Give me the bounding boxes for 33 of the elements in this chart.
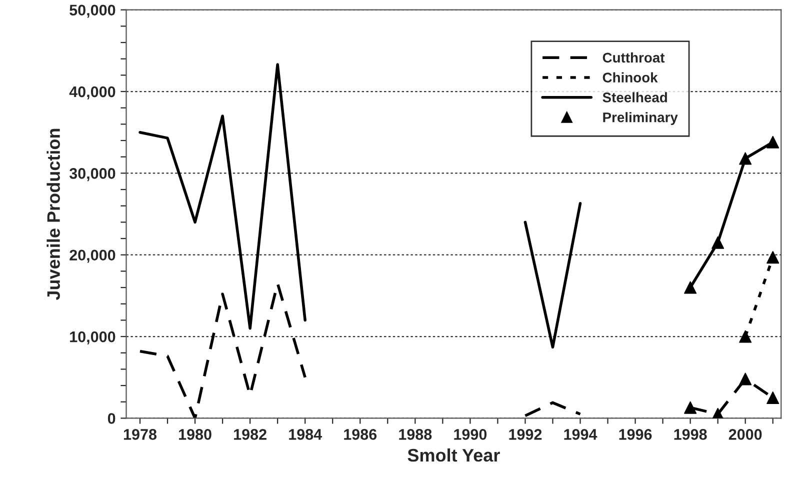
x-tick-label: 1982 [234,429,266,440]
x-tick-label: 1984 [289,429,322,440]
point [684,401,697,414]
legend-label: Cutthroat [602,52,665,63]
legend-label: Preliminary [603,112,678,126]
x-tick-label: 1990 [454,429,487,440]
x-axis-title: Smolt Year [408,448,500,462]
point [766,136,780,148]
x-tick-label: 1994 [564,429,598,440]
y-tick-label: 30,000 [69,168,116,182]
point [766,251,780,264]
legend-label: Steelhead [602,92,667,102]
y-tick-label: 20,000 [70,250,116,263]
x-tick-label: 1980 [179,429,212,440]
point [684,281,697,294]
y-tick-label: 10,000 [70,331,116,344]
x-tick-label: 2000 [728,429,762,440]
point [739,152,752,165]
x-tick-label: 1998 [674,429,707,440]
y-tick-label: 40,000 [69,86,116,100]
y-axis-title: Juvenile Production [46,128,60,300]
x-tick-label: 1992 [509,429,542,440]
point [766,392,780,404]
x-tick-label: 1986 [344,429,377,440]
point [739,330,752,343]
y-tick-label: 50,000 [70,4,116,18]
x-tick-label: 1978 [124,429,157,440]
x-tick-label: 1996 [619,429,652,440]
legend-label: Chinook [602,72,658,82]
y-tick-label: 0 [108,413,116,424]
point [712,236,724,249]
point [739,372,752,386]
x-tick-label: 1988 [399,429,432,440]
